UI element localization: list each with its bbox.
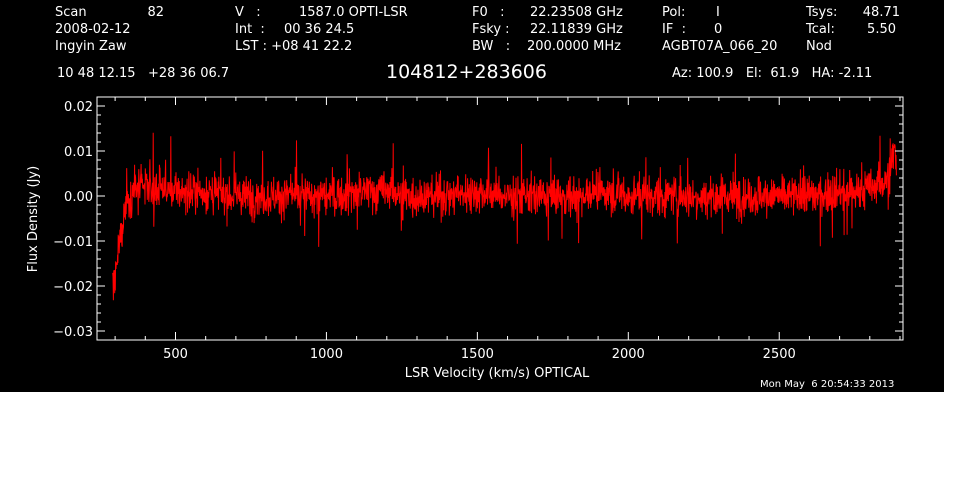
velocity-value: 1587.0 OPTI-LSR — [299, 5, 408, 20]
source-name: 104812+283606 — [386, 61, 547, 83]
y-axis-title: Flux Density (Jy) — [26, 166, 41, 272]
plot-frame — [96, 96, 904, 341]
x-axis-title: LSR Velocity (km/s) OPTICAL — [405, 366, 590, 381]
if-value: 0 — [714, 22, 723, 37]
tsys-label: Tsys: — [806, 5, 838, 20]
integration-value: 00 36 24.5 — [284, 22, 355, 37]
fsky-value: 22.11839 GHz — [530, 22, 623, 37]
velocity-label: V : — [235, 5, 261, 20]
observer-name: Ingyin Zaw — [55, 39, 127, 54]
spectrum-trace — [112, 132, 897, 301]
y-tick-label: 0.01 — [64, 145, 93, 160]
y-tick-label: 0.02 — [64, 100, 93, 115]
polarization-label: Pol: — [662, 5, 686, 20]
y-tick-label: −0.01 — [53, 235, 93, 250]
source-coordinates: 10 48 12.15 +28 36 06.7 — [57, 66, 230, 81]
project-id: AGBT07A_066_20 — [662, 39, 778, 54]
polarization-value: I — [716, 5, 720, 20]
x-tick-label: 1500 — [461, 347, 494, 362]
x-tick-label: 2000 — [612, 347, 645, 362]
tcal-label: Tcal: — [806, 22, 835, 37]
pointing-info: Az: 100.9 El: 61.9 HA: -2.11 — [672, 66, 873, 81]
observing-mode: Nod — [806, 39, 832, 54]
y-tick-label: 0.00 — [64, 190, 93, 205]
fsky-label: Fsky : — [472, 22, 510, 37]
bandwidth-value: 200.0000 MHz — [527, 39, 621, 54]
f0-label: F0 : — [472, 5, 505, 20]
x-tick-label: 500 — [163, 347, 188, 362]
x-tick-label: 1000 — [310, 347, 343, 362]
scan-label: Scan — [55, 5, 87, 20]
observation-date: 2008-02-12 — [55, 22, 131, 37]
if-label: IF : — [662, 22, 686, 37]
frame-layer: 500 1000 1500 2000 2500 −0.03 −0.02 −0.01 0.00 0.… — [53, 96, 904, 362]
y-tick-label: −0.02 — [53, 280, 93, 295]
tsys-value: 48.71 — [862, 5, 900, 20]
y-tick-label: −0.03 — [53, 325, 93, 340]
integration-label: Int : — [235, 22, 265, 37]
bandwidth-label: BW : — [472, 39, 511, 54]
scan-number: 82 — [147, 5, 164, 20]
spectrum-chart: 500 1000 1500 2000 2500 −0.03 −0.02 −0.01 0.00 0.… — [26, 96, 904, 381]
plot-timestamp: Mon May 6 20:54:33 2013 — [760, 379, 895, 390]
lst-value: LST : +08 41 22.2 — [235, 39, 353, 54]
tcal-value: 5.50 — [867, 22, 896, 37]
x-tick-label: 2500 — [763, 347, 796, 362]
f0-value: 22.23508 GHz — [530, 5, 623, 20]
trace-layer — [112, 132, 897, 301]
